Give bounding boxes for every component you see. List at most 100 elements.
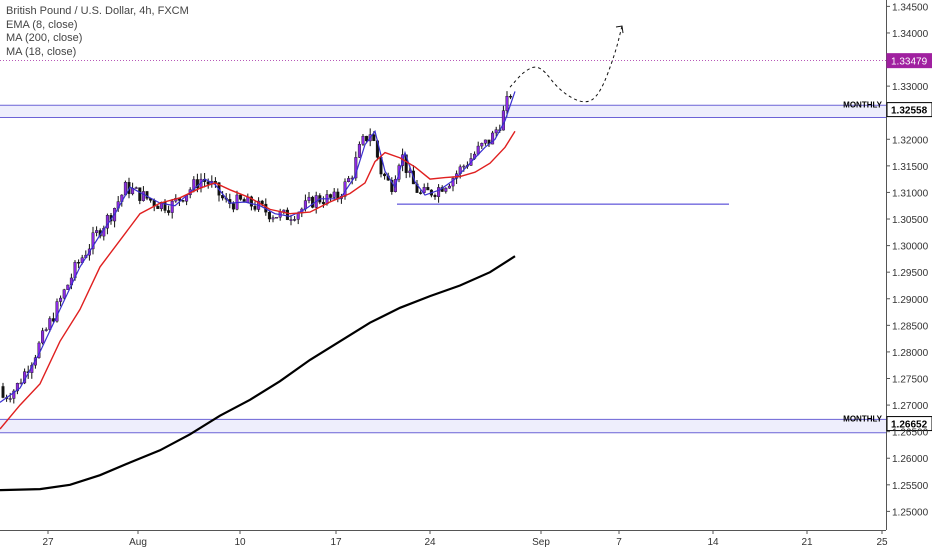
candle-up [447,185,451,189]
candle-down [285,209,289,221]
ma200-line [0,255,516,492]
candle-down [206,181,210,185]
price-tick-label: 1.28500 [892,321,929,332]
indicator-layer [0,91,516,492]
price-tick-label: 1.26500 [892,428,929,439]
candle-up [275,217,279,219]
time-tick-label: 27 [42,537,54,548]
candle-down [426,187,430,191]
candle-up [41,330,45,344]
candle-down [390,180,394,192]
monthly-zone [0,419,886,433]
price-tick-label: 1.30500 [892,215,929,226]
candle-up [437,187,441,197]
candle-up [66,284,70,290]
price-tick-label: 1.30000 [892,242,929,253]
time-axis[interactable]: 27 Aug 10 17 24 Sep 7 14 21 25 [42,530,888,548]
candle-up [357,144,361,158]
price-tick-label: 1.34500 [892,2,929,13]
candle-up [134,187,138,189]
price-tick-label: 1.31500 [892,162,929,173]
price-tick-label: 1.27500 [892,374,929,385]
projection-path [509,25,623,103]
candle-down [145,191,149,199]
price-tick-label: 1.28000 [892,348,929,359]
candle-up [12,390,16,399]
candle-up [15,382,19,392]
candle-up [361,135,365,145]
candle-up [271,217,275,220]
price-tick-label: 1.25000 [892,507,929,518]
candle-down [419,192,423,194]
candle-down [77,262,81,264]
price-tick-label: 1.29000 [892,295,929,306]
candle-up [95,230,99,233]
price-axis[interactable]: 1.34500 1.34000 1.33479 1.33000 1.32558 1.320… [886,2,932,518]
time-tick-label: 24 [424,537,436,548]
candle-down [253,206,257,210]
price-tick-label: 1.27000 [892,401,929,412]
candle-up [289,219,293,221]
candle-up [91,232,95,250]
time-tick-label: 7 [616,537,622,548]
candles-layer [1,91,513,404]
candle-down [372,134,376,141]
price-marker [886,416,932,432]
legend-ma200: MA (200, close) [6,32,83,44]
candle-down [329,194,333,198]
candle-up [62,289,66,299]
candle-up [170,200,174,213]
zones-layer [0,60,886,434]
price-tick-label: 1.32558 [891,106,928,117]
candle-up [422,187,426,193]
price-tick-label: 1.33000 [892,82,929,93]
candle-up [354,157,358,179]
candle-down [138,187,142,201]
candle-down [365,135,369,142]
legend-ema: EMA (8, close) [6,18,78,31]
level-labels: MONTHLY MONTHLY [843,100,882,423]
ema8-line [0,91,516,403]
candle-up [307,196,311,201]
candle-down [321,201,325,205]
plot-background [0,0,886,530]
candle-down [221,195,225,199]
candle-up [8,398,12,400]
candle-down [231,203,235,210]
time-tick-label: 25 [876,537,888,548]
candle-up [501,110,505,131]
candle-down [239,194,243,200]
candle-up [491,132,495,145]
price-tick-label: 1.34000 [892,29,929,40]
price-tick-label: 1.26000 [892,454,929,465]
price-tick-label: 1.26652 [891,420,928,431]
candle-down [1,386,5,398]
candle-down [195,179,199,189]
price-tick-label: 1.32000 [892,135,929,146]
candle-up [408,170,412,173]
candle-up [494,129,498,134]
time-tick-label: Aug [129,537,147,548]
candle-up [296,212,300,220]
candle-up [55,301,59,322]
projection-layer [509,25,624,103]
candle-down [167,210,171,213]
price-tick-label: 1.31000 [892,188,929,199]
price-marker [886,53,932,69]
candle-down [311,196,315,208]
projection-arrow [615,25,624,34]
price-tick-label: 1.25500 [892,481,929,492]
candle-up [347,178,351,183]
ma18-line [0,130,516,430]
time-tick-label: Sep [532,537,550,548]
price-tick-label: 1.33479 [891,57,928,68]
chart-legend: British Pound / U.S. Dollar, 4h, FXCM EM… [6,5,189,59]
candle-down [249,196,253,207]
candle-up [483,139,487,144]
candle-up [141,191,145,201]
time-tick-label: 17 [330,537,342,548]
candle-up [48,318,52,330]
time-tick-label: 10 [234,537,246,548]
